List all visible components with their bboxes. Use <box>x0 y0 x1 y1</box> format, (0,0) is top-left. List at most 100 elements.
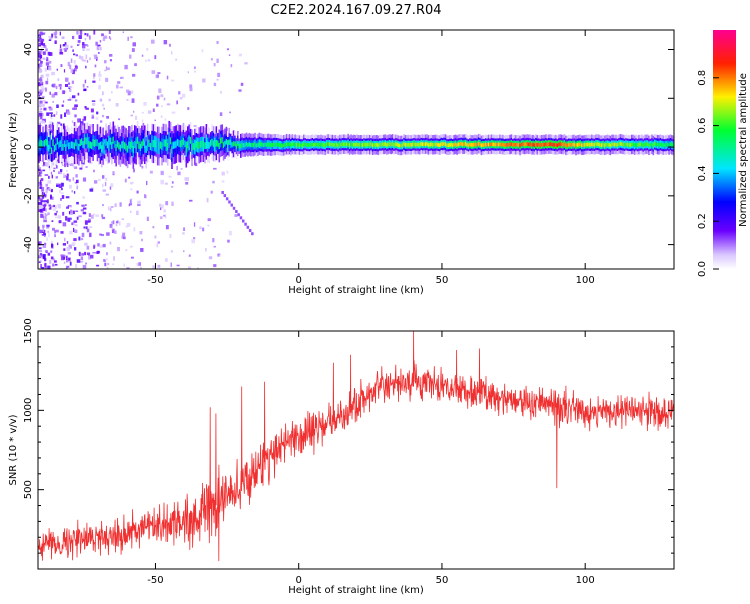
heatmap-ridge-cell <box>86 137 89 145</box>
heatmap-ridge-cell <box>476 142 478 147</box>
heatmap-ridge-cell <box>165 139 168 147</box>
heatmap-speckle <box>69 230 73 235</box>
heatmap-ridge-cell <box>255 143 258 148</box>
heatmap-speckle <box>230 64 233 68</box>
heatmap-ridge-cell <box>616 143 619 147</box>
heatmap-speckle <box>38 196 41 200</box>
heatmap-speckle <box>131 98 135 103</box>
heatmap-speckle <box>213 245 216 248</box>
heatmap-y-ticks: -40 -20 0 20 40 <box>23 43 674 253</box>
colorbar-label: Normalized spectral amplitude <box>738 73 749 227</box>
heatmap-ridge-cell <box>549 142 551 146</box>
heatmap-speckle <box>101 214 104 218</box>
heatmap-ridge-cell <box>284 143 286 147</box>
heatmap-speckle <box>171 51 173 55</box>
heatmap-speckle <box>119 86 123 89</box>
heatmap-speckle <box>44 67 47 72</box>
heatmap-speckle <box>171 111 176 114</box>
heatmap-speckle <box>81 232 85 238</box>
y-tick-label: 500 <box>23 480 34 499</box>
heatmap-speckle <box>69 184 72 189</box>
heatmap-ridge-cell <box>192 143 195 150</box>
heatmap-ridge-cell <box>437 143 440 147</box>
heatmap-ridge-cell <box>446 143 448 148</box>
heatmap-speckle <box>73 227 75 232</box>
heatmap-speckle <box>67 217 71 222</box>
heatmap-speckle <box>132 42 136 47</box>
heatmap-ridge-cell <box>60 140 63 147</box>
heatmap-speckle <box>90 214 94 219</box>
heatmap-frame <box>37 29 675 270</box>
heatmap-speckle <box>68 205 73 208</box>
heatmap-speckle <box>102 189 106 192</box>
heatmap-speckle <box>193 237 196 240</box>
heatmap-ridge-cell <box>231 142 233 148</box>
heatmap-speckle <box>46 226 50 229</box>
heatmap-y-axis-label: Frequency (Hz) <box>8 112 19 188</box>
heatmap-speckle <box>110 206 114 208</box>
heatmap-speckle <box>187 266 192 269</box>
heatmap-speckle <box>117 81 121 84</box>
heatmap-ridge-cell <box>540 143 543 147</box>
heatmap-speckle <box>81 163 84 168</box>
heatmap-speckle <box>129 203 132 206</box>
heatmap-speckle <box>44 174 49 176</box>
heatmap-ridge-cell <box>658 143 660 147</box>
heatmap-ridge-cell <box>93 140 96 147</box>
heatmap-speckle <box>60 256 64 261</box>
heatmap-ridge-cell <box>254 142 256 147</box>
heatmap-speckle <box>70 58 73 63</box>
heatmap-ridge-cell <box>525 142 527 147</box>
heatmap-speckle <box>114 203 117 207</box>
heatmap-speckle <box>56 104 59 108</box>
heatmap-speckle <box>40 60 43 64</box>
heatmap-speckle <box>72 69 75 75</box>
heatmap-speckle <box>130 36 133 39</box>
heatmap-ridge-cell <box>304 142 306 147</box>
heatmap-speckle <box>238 53 242 57</box>
heatmap-speckle <box>216 78 219 81</box>
heatmap-speckle <box>65 84 68 87</box>
heatmap-speckle <box>161 105 163 108</box>
heatmap-ridge-cell <box>608 142 610 147</box>
colorbar-tick-label: 0.0 <box>697 261 708 277</box>
heatmap-speckle <box>221 180 225 183</box>
heatmap-speckle <box>115 222 118 227</box>
heatmap-speckle <box>126 89 130 93</box>
heatmap-ridge-cell <box>646 142 649 146</box>
heatmap-ridge-cell <box>519 143 521 148</box>
heatmap-ridge-cell <box>520 142 523 147</box>
heatmap-ridge-cell <box>559 142 561 146</box>
heatmap-speckle <box>66 241 69 244</box>
heatmap-speckle <box>238 89 242 92</box>
heatmap-ridge-cell <box>189 136 192 144</box>
heatmap-ridge-cell <box>311 142 314 146</box>
heatmap-ridge-cell <box>393 143 395 147</box>
heatmap-speckle <box>160 179 164 185</box>
heatmap-speckle <box>52 258 56 261</box>
heatmap-speckle <box>73 122 76 127</box>
heatmap-speckle <box>50 116 53 120</box>
heatmap-ridge-cell <box>517 142 520 147</box>
heatmap-speckle <box>63 256 65 260</box>
heatmap-speckle <box>73 220 78 223</box>
heatmap-speckle <box>137 203 141 207</box>
heatmap-ridge-cell <box>338 142 341 147</box>
heatmap-speckle <box>46 237 49 241</box>
heatmap-speckle <box>108 98 111 102</box>
heatmap-speckle <box>39 252 43 257</box>
heatmap-ridge-cell <box>125 143 127 151</box>
heatmap-speckle <box>90 108 94 113</box>
heatmap-ridge-cell <box>542 142 544 147</box>
heatmap-speckle <box>91 186 94 189</box>
heatmap-ridge-cell <box>396 142 398 147</box>
heatmap-speckle <box>227 239 230 243</box>
heatmap-ridge-cell <box>297 142 299 147</box>
heatmap-ridge-cell <box>585 142 587 147</box>
heatmap-speckle <box>59 48 63 53</box>
heatmap-speckle <box>53 114 56 117</box>
heatmap-speckle <box>87 252 91 255</box>
heatmap-ridge-cell <box>486 142 488 147</box>
heatmap-speckle <box>38 94 41 97</box>
